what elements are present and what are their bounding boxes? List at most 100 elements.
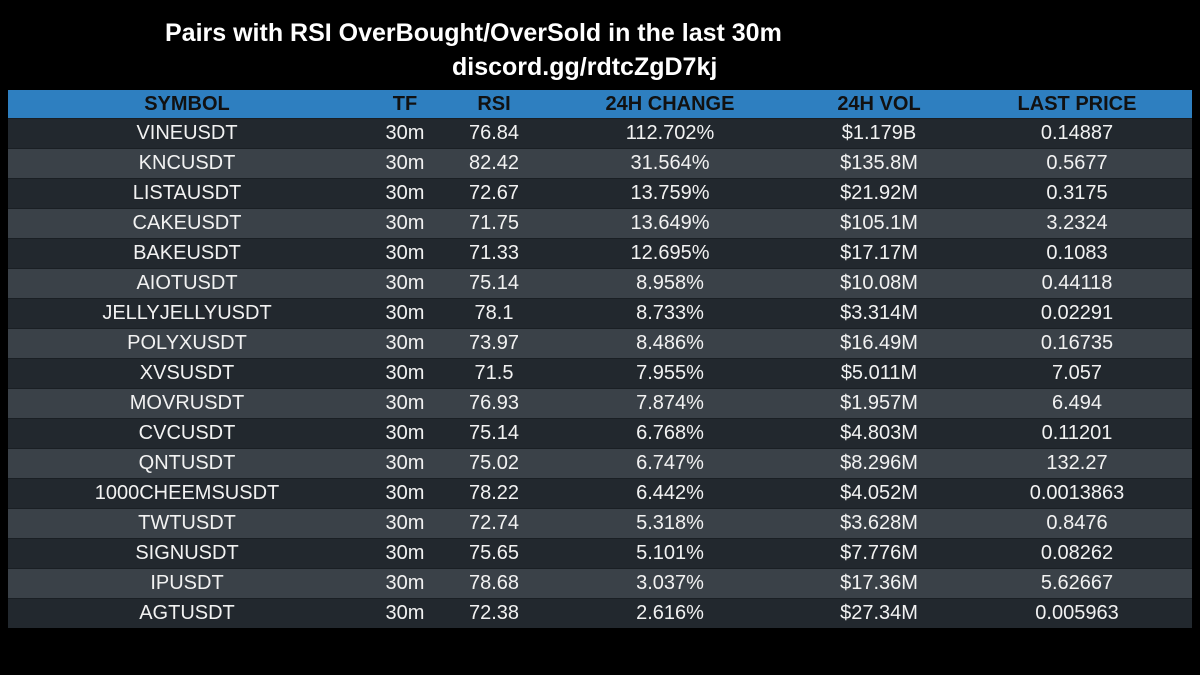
cell-24h-change: 6.747% xyxy=(544,448,796,479)
cell-rsi: 82.42 xyxy=(444,148,544,179)
cell-rsi: 71.33 xyxy=(444,238,544,269)
cell-rsi: 78.1 xyxy=(444,298,544,329)
cell-24h-vol: $1.957M xyxy=(796,388,962,419)
cell-symbol: CAKEUSDT xyxy=(8,208,366,239)
column-header-tf: TF xyxy=(392,93,418,115)
cell-last-price: 0.8476 xyxy=(962,508,1192,539)
table-row: VINEUSDT 30m 76.84 112.702% $1.179B 0.14887 xyxy=(8,118,1192,149)
column-header-24h-vol: 24H VOL xyxy=(837,93,921,115)
cell-tf: 30m xyxy=(366,178,444,209)
cell-symbol: LISTAUSDT xyxy=(8,178,366,209)
table-row: CAKEUSDT 30m 71.75 13.649% $105.1M 3.2324 xyxy=(8,208,1192,239)
cell-symbol: BAKEUSDT xyxy=(8,238,366,269)
cell-symbol: JELLYJELLYUSDT xyxy=(8,298,366,329)
cell-last-price: 0.44118 xyxy=(962,268,1192,299)
cell-rsi: 78.22 xyxy=(444,478,544,509)
table-row: MOVRUSDT 30m 76.93 7.874% $1.957M 6.494 xyxy=(8,388,1192,419)
cell-24h-vol: $4.803M xyxy=(796,418,962,449)
cell-24h-change: 31.564% xyxy=(544,148,796,179)
table-row: POLYXUSDT 30m 73.97 8.486% $16.49M 0.16735 xyxy=(8,328,1192,359)
cell-tf: 30m xyxy=(366,478,444,509)
cell-last-price: 0.3175 xyxy=(962,178,1192,209)
cell-tf: 30m xyxy=(366,358,444,389)
cell-symbol: AGTUSDT xyxy=(8,598,366,628)
cell-last-price: 0.0013863 xyxy=(962,478,1192,509)
cell-24h-change: 6.768% xyxy=(544,418,796,449)
cell-symbol: TWTUSDT xyxy=(8,508,366,539)
cell-24h-change: 13.649% xyxy=(544,208,796,239)
cell-24h-vol: $135.8M xyxy=(796,148,962,179)
cell-last-price: 132.27 xyxy=(962,448,1192,479)
cell-24h-vol: $17.17M xyxy=(796,238,962,269)
cell-24h-vol: $8.296M xyxy=(796,448,962,479)
cell-tf: 30m xyxy=(366,268,444,299)
cell-24h-change: 7.955% xyxy=(544,358,796,389)
cell-symbol: MOVRUSDT xyxy=(8,388,366,419)
cell-24h-change: 5.101% xyxy=(544,538,796,569)
cell-rsi: 76.84 xyxy=(444,118,544,149)
table-row: TWTUSDT 30m 72.74 5.318% $3.628M 0.8476 xyxy=(8,508,1192,539)
cell-24h-vol: $10.08M xyxy=(796,268,962,299)
cell-last-price: 0.16735 xyxy=(962,328,1192,359)
cell-symbol: AIOTUSDT xyxy=(8,268,366,299)
cell-rsi: 76.93 xyxy=(444,388,544,419)
cell-24h-vol: $7.776M xyxy=(796,538,962,569)
cell-24h-change: 6.442% xyxy=(544,478,796,509)
cell-last-price: 0.005963 xyxy=(962,598,1192,628)
rsi-table: SYMBOL TF RSI 24H CHANGE 24H VOL LAST PRICE V… xyxy=(8,90,1192,628)
cell-24h-vol: $4.052M xyxy=(796,478,962,509)
cell-symbol: IPUSDT xyxy=(8,568,366,599)
cell-tf: 30m xyxy=(366,538,444,569)
cell-tf: 30m xyxy=(366,208,444,239)
cell-last-price: 3.2324 xyxy=(962,208,1192,239)
cell-symbol: QNTUSDT xyxy=(8,448,366,479)
cell-symbol: KNCUSDT xyxy=(8,148,366,179)
cell-last-price: 0.5677 xyxy=(962,148,1192,179)
rsi-table-container: SYMBOL TF RSI 24H CHANGE 24H VOL LAST PRICE V… xyxy=(8,90,1192,628)
cell-tf: 30m xyxy=(366,508,444,539)
column-header-symbol: SYMBOL xyxy=(144,93,230,115)
cell-24h-change: 7.874% xyxy=(544,388,796,419)
cell-rsi: 72.67 xyxy=(444,178,544,209)
cell-rsi: 75.14 xyxy=(444,418,544,449)
cell-rsi: 75.65 xyxy=(444,538,544,569)
table-row: BAKEUSDT 30m 71.33 12.695% $17.17M 0.1083 xyxy=(8,238,1192,269)
column-header-last-price: LAST PRICE xyxy=(1017,93,1137,115)
table-row: KNCUSDT 30m 82.42 31.564% $135.8M 0.5677 xyxy=(8,148,1192,179)
cell-symbol: POLYXUSDT xyxy=(8,328,366,359)
cell-tf: 30m xyxy=(366,568,444,599)
cell-24h-change: 8.958% xyxy=(544,268,796,299)
column-header-24h-change: 24H CHANGE xyxy=(605,93,735,115)
cell-24h-change: 3.037% xyxy=(544,568,796,599)
cell-24h-change: 2.616% xyxy=(544,598,796,628)
cell-last-price: 6.494 xyxy=(962,388,1192,419)
cell-symbol: CVCUSDT xyxy=(8,418,366,449)
cell-24h-change: 5.318% xyxy=(544,508,796,539)
cell-24h-vol: $1.179B xyxy=(796,118,962,149)
cell-tf: 30m xyxy=(366,598,444,628)
cell-symbol: XVSUSDT xyxy=(8,358,366,389)
cell-rsi: 75.02 xyxy=(444,448,544,479)
cell-24h-vol: $3.628M xyxy=(796,508,962,539)
table-row: LISTAUSDT 30m 72.67 13.759% $21.92M 0.3175 xyxy=(8,178,1192,209)
cell-24h-vol: $17.36M xyxy=(796,568,962,599)
cell-24h-vol: $21.92M xyxy=(796,178,962,209)
table-row: 1000CHEEMSUSDT 30m 78.22 6.442% $4.052M 0.001… xyxy=(8,478,1192,509)
table-row: QNTUSDT 30m 75.02 6.747% $8.296M 132.27 xyxy=(8,448,1192,479)
table-body: VINEUSDT 30m 76.84 112.702% $1.179B 0.14887 KN… xyxy=(8,118,1192,628)
cell-rsi: 73.97 xyxy=(444,328,544,359)
column-header-rsi: RSI xyxy=(477,93,511,115)
cell-24h-change: 8.486% xyxy=(544,328,796,359)
cell-rsi: 75.14 xyxy=(444,268,544,299)
cell-24h-change: 112.702% xyxy=(544,118,796,149)
cell-tf: 30m xyxy=(366,448,444,479)
cell-rsi: 72.38 xyxy=(444,598,544,628)
cell-tf: 30m xyxy=(366,298,444,329)
table-row: SIGNUSDT 30m 75.65 5.101% $7.776M 0.08262 xyxy=(8,538,1192,569)
table-row: XVSUSDT 30m 71.5 7.955% $5.011M 7.057 xyxy=(8,358,1192,389)
cell-24h-vol: $5.011M xyxy=(796,358,962,389)
cell-24h-vol: $3.314M xyxy=(796,298,962,329)
table-row: IPUSDT 30m 78.68 3.037% $17.36M 5.62667 xyxy=(8,568,1192,599)
cell-last-price: 0.11201 xyxy=(962,418,1192,449)
cell-last-price: 0.14887 xyxy=(962,118,1192,149)
